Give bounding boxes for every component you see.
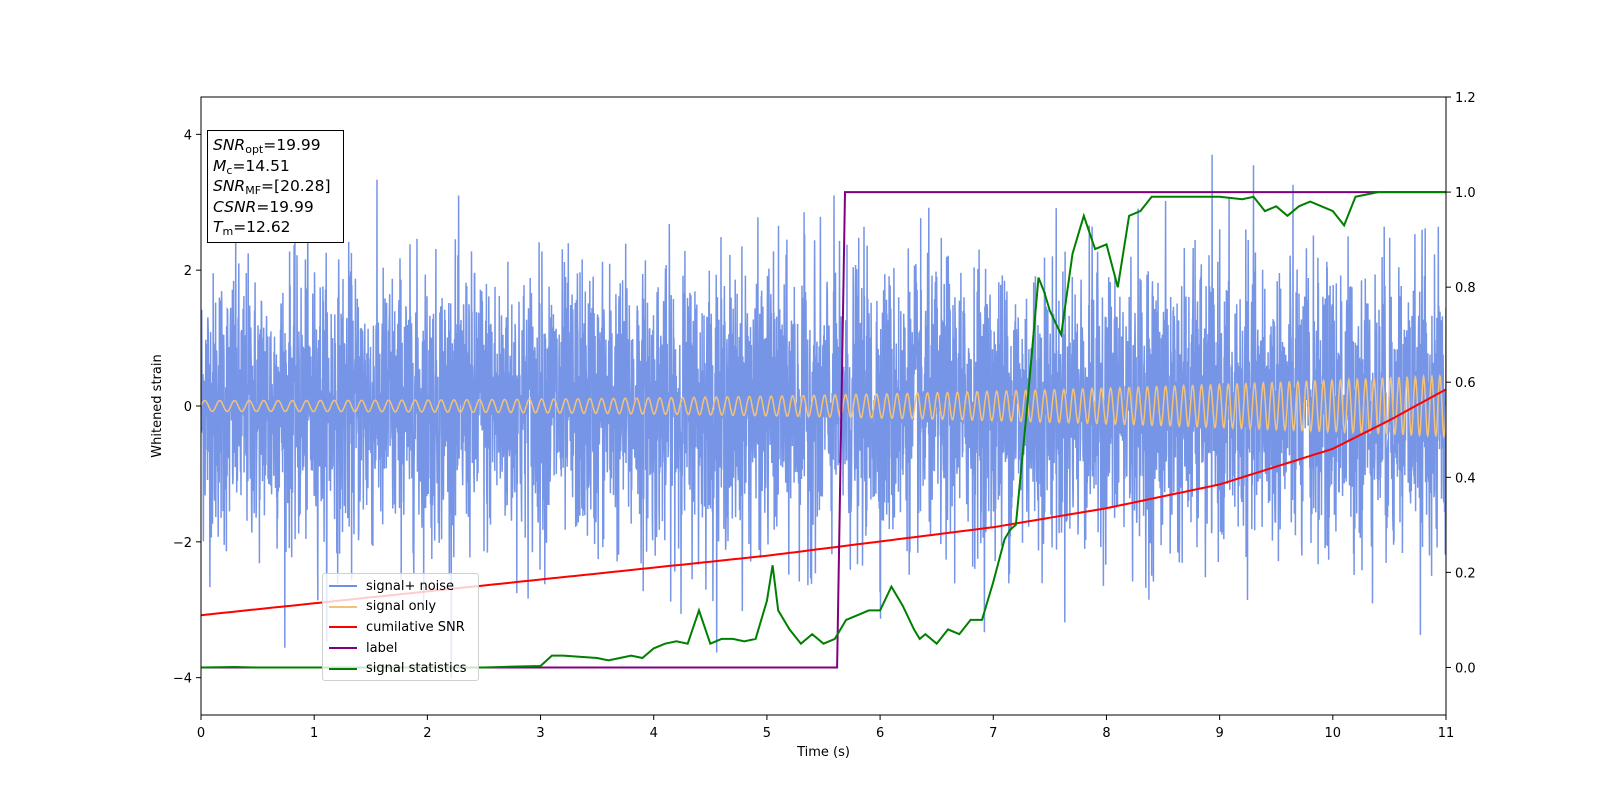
stat-subscript: m	[222, 225, 234, 238]
x-tick-label: 6	[876, 726, 884, 741]
y-tick-label: −2	[173, 536, 192, 551]
legend-swatch	[329, 667, 357, 670]
stat-subscript: MF	[245, 184, 262, 197]
legend-item-cumulative-snr: cumilative SNR	[329, 617, 472, 638]
stat-symbol: SNR	[213, 136, 246, 154]
legend-item-signal-only: signal only	[329, 597, 472, 618]
y-axis-label: Whitened strain	[150, 354, 165, 457]
stat-symbol: T	[213, 218, 223, 236]
stats-annotation-box: SNRopt=19.99 Mc=14.51 SNRMF=[20.28] CSNR…	[207, 130, 344, 243]
legend-swatch	[329, 585, 357, 588]
y2-tick-label: 0.0	[1455, 661, 1476, 676]
stat-value: =19.99	[263, 136, 321, 154]
legend-item-signal-noise: signal+ noise	[329, 576, 472, 597]
stat-snr-opt: SNRopt=19.99	[213, 135, 338, 156]
series-line-signal-statistics	[201, 191, 1446, 669]
legend: signal+ noise signal only cumilative SNR…	[322, 573, 479, 681]
stat-subscript: opt	[245, 143, 264, 156]
stat-value: =[20.28]	[261, 177, 331, 195]
series-line-signal-only	[201, 373, 1446, 440]
legend-swatch	[329, 647, 357, 650]
x-tick-label: 1	[310, 726, 318, 741]
stat-subscript: c	[226, 163, 233, 177]
stat-symbol: SNR	[213, 177, 246, 195]
x-tick-label: 2	[423, 726, 431, 741]
x-tick-label: 11	[1438, 726, 1455, 741]
y2-tick-label: 0.8	[1455, 281, 1476, 296]
stat-symbol: M	[213, 156, 227, 175]
y-tick-label: 4	[184, 128, 192, 143]
x-tick-label: 3	[536, 726, 544, 741]
x-tick-label: 9	[1215, 726, 1223, 741]
x-tick-label: 10	[1325, 726, 1342, 741]
legend-label: cumilative SNR	[366, 619, 465, 635]
x-tick-label: 5	[763, 726, 771, 741]
stat-value: =19.99	[256, 197, 314, 216]
legend-label: label	[366, 640, 398, 656]
stat-symbol: CSNR	[213, 197, 257, 216]
legend-swatch	[329, 605, 357, 608]
stat-value: =14.51	[232, 156, 290, 175]
axes: 0 1 2 3 4 5 6 7 8 9 10 11 −4 −2 0 2 4 0.0 0.2 0.4 0.6 0.8 1.0 1…	[150, 91, 1476, 760]
y-tick-label: 2	[184, 264, 192, 279]
stat-tm: Tm=12.62	[213, 217, 338, 238]
legend-item-label: label	[329, 638, 472, 659]
y2-tick-label: 0.2	[1455, 566, 1476, 581]
legend-swatch	[329, 626, 357, 629]
x-tick-label: 0	[197, 726, 205, 741]
legend-label: signal+ noise	[366, 578, 455, 594]
x-axis-label: Time (s)	[796, 745, 850, 760]
stat-value: =12.62	[233, 218, 291, 236]
stat-snr-mf: SNRMF=[20.28]	[213, 176, 338, 197]
stat-csnr: CSNR=19.99	[213, 197, 338, 218]
x-tick-label: 8	[1102, 726, 1110, 741]
legend-label: signal only	[366, 599, 437, 615]
y-tick-label: −4	[173, 672, 192, 687]
x-tick-label: 4	[650, 726, 658, 741]
y2-tick-label: 0.4	[1455, 471, 1476, 486]
legend-item-signal-statistics: signal statistics	[329, 658, 472, 679]
series-line-label	[201, 191, 1446, 669]
stat-mc: Mc=14.51	[213, 156, 338, 177]
y2-tick-label: 1.2	[1455, 91, 1476, 106]
y-tick-label: 0	[184, 400, 192, 415]
y2-tick-label: 1.0	[1455, 186, 1476, 201]
x-tick-label: 7	[989, 726, 997, 741]
y2-tick-label: 0.6	[1455, 376, 1476, 391]
legend-label: signal statistics	[366, 661, 467, 677]
